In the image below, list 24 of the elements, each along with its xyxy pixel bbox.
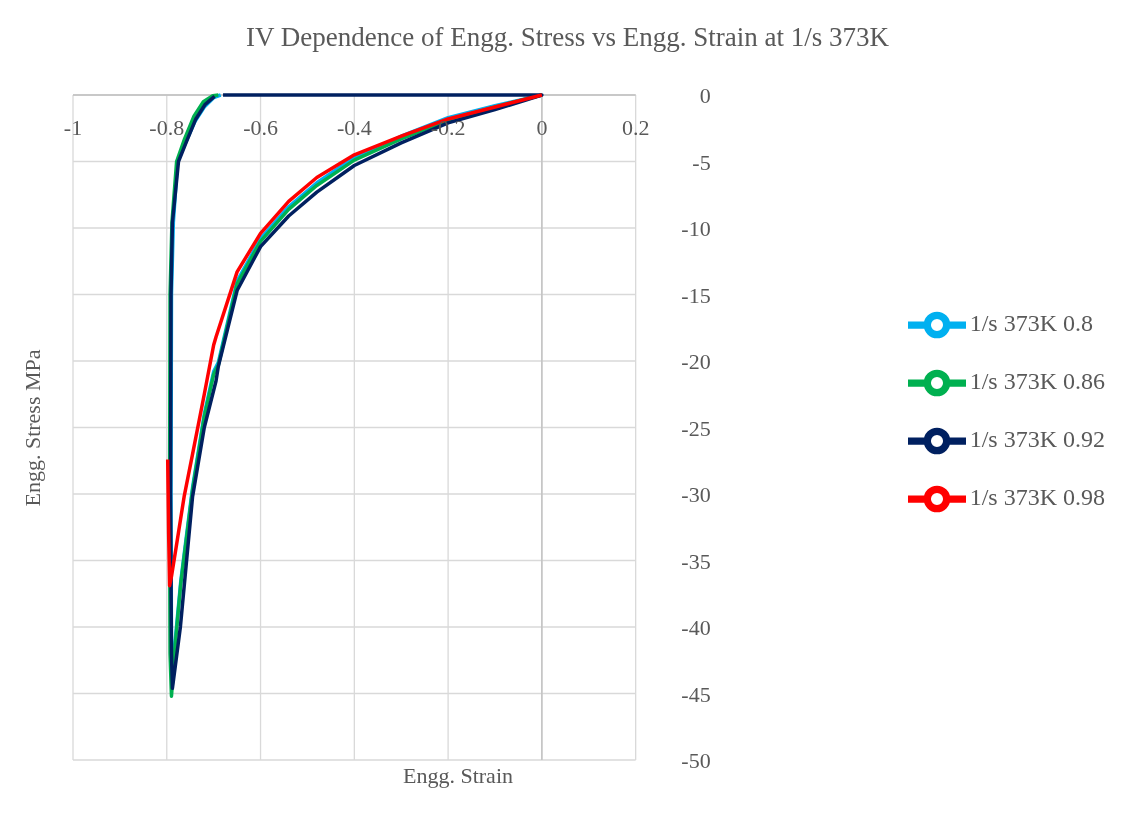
y-tick-label: -25 <box>681 415 711 441</box>
legend-label: 1/s 373K 0.8 <box>969 309 1093 336</box>
legend-label: 1/s 373K 0.98 <box>969 483 1105 510</box>
x-tick-label: -0.8 <box>149 115 185 140</box>
legend-label: 1/s 373K 0.86 <box>969 367 1105 394</box>
y-tick-label: -20 <box>681 349 711 374</box>
y-tick-label: -35 <box>681 548 711 574</box>
chart-title: IV Dependence of Engg. Stress vs Engg. Strain at 1/s 373K <box>245 22 890 53</box>
y-tick-label: -50 <box>681 748 711 773</box>
y-tick-label: -30 <box>681 482 711 507</box>
x-tick-label: -0.4 <box>336 115 372 140</box>
x-tick-label: 0.2 <box>621 115 650 140</box>
y-tick-label: 0 <box>699 83 711 108</box>
x-tick-label: -1 <box>63 115 83 140</box>
y-axis-title: Engg. Stress MPa <box>20 348 46 507</box>
y-tick-label: -40 <box>681 615 711 640</box>
y-tick-label: -5 <box>692 149 711 175</box>
x-tick-label: -0.6 <box>243 115 278 140</box>
x-axis-title: Engg. Strain <box>403 763 513 788</box>
y-tick-label: -15 <box>681 282 711 308</box>
legend-label: 1/s 373K 0.92 <box>969 425 1105 452</box>
y-tick-label: -10 <box>681 216 711 241</box>
y-tick-label: -45 <box>681 681 711 707</box>
x-tick-label: 0 <box>536 115 548 140</box>
